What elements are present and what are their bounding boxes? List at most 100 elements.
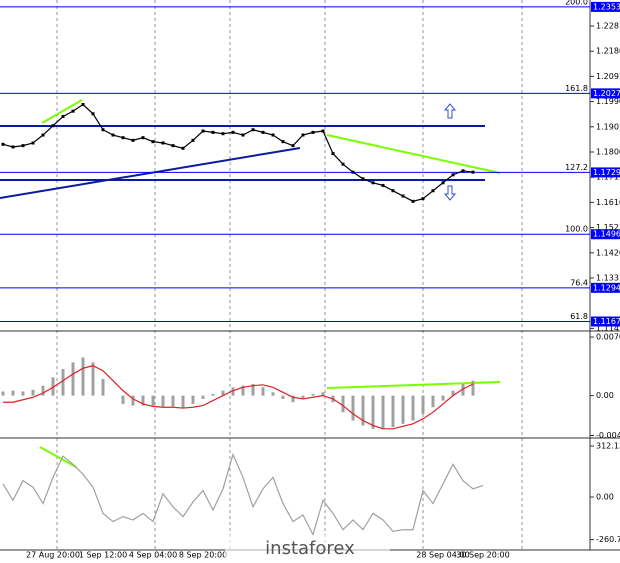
y-tick-label: 0.00 — [596, 493, 614, 502]
histogram-bar — [31, 389, 35, 396]
x-tick-label: 28 Sep 04:00 — [416, 551, 469, 560]
fib-level-label: 200.0 — [565, 0, 588, 6]
histogram-bar — [441, 395, 445, 401]
series-line — [2, 103, 474, 202]
trend-annotations — [0, 99, 501, 468]
histogram-bar — [351, 395, 355, 421]
price-point — [101, 128, 105, 132]
histogram-bar — [371, 395, 375, 429]
histogram-bar — [81, 357, 85, 396]
price-point — [131, 138, 135, 142]
price-label: 1.2353 — [593, 2, 620, 11]
price-point — [321, 129, 325, 133]
y-tick-label: 1.1426 — [596, 248, 620, 257]
price-point — [351, 170, 355, 174]
fib-level-label: 76.4 — [570, 278, 588, 287]
y-tick-label: 1.1806 — [596, 148, 620, 157]
histogram-bar — [341, 395, 345, 413]
price-point — [91, 112, 95, 116]
y-tick-label: 1.2186 — [596, 47, 620, 56]
histogram-bar — [411, 395, 415, 421]
price-label-box — [591, 1, 620, 12]
price-label: 1.1294 — [593, 283, 620, 292]
price-point — [421, 197, 425, 201]
price-point — [411, 199, 415, 203]
price-point — [231, 130, 235, 134]
price-point — [431, 189, 435, 193]
histogram-bar — [51, 377, 55, 396]
x-tick-label: 1 Sep 12:00 — [79, 551, 127, 560]
price-point — [441, 181, 445, 185]
fib-level-label: 161.8 — [565, 84, 588, 93]
histogram-bar — [311, 393, 315, 396]
price-label-box — [591, 167, 620, 178]
histogram-bar — [241, 385, 245, 396]
price-point — [341, 162, 345, 166]
histogram-bar — [1, 391, 5, 396]
price-point — [11, 145, 15, 149]
y-tick-label: 1.1141 — [596, 324, 620, 333]
price-label-box — [591, 316, 620, 327]
watermark: instaforex — [225, 535, 390, 563]
histogram-bar — [271, 392, 275, 396]
price-point — [221, 132, 225, 136]
histogram-bar — [321, 392, 325, 396]
vertical-grid — [56, 0, 523, 550]
histogram-bar — [71, 362, 75, 396]
price-label: 1.1729 — [593, 168, 620, 177]
price-point — [81, 103, 85, 107]
price-point — [191, 138, 195, 142]
price-point — [381, 183, 385, 187]
price-point — [61, 114, 65, 118]
price-point — [371, 181, 375, 185]
histogram-bar — [231, 387, 235, 396]
histogram-bar — [11, 390, 15, 396]
price-point — [31, 141, 35, 145]
price-point — [241, 133, 245, 137]
fib-level-label: 100.0 — [565, 225, 588, 234]
price-point — [271, 133, 275, 137]
histogram-bar — [221, 390, 225, 396]
y-tick-label: 1.1996 — [596, 97, 620, 106]
histogram-bar — [421, 395, 425, 414]
histogram-bar — [391, 395, 395, 428]
x-tick-label: 8 Sep 20:00 — [179, 551, 227, 560]
price-point — [121, 136, 125, 140]
price-label: 1.1496 — [593, 230, 620, 239]
histogram-bar — [191, 395, 195, 404]
histogram-bar — [21, 391, 25, 396]
price-label-box — [591, 88, 620, 99]
price-point — [181, 146, 185, 150]
price-point — [1, 142, 5, 146]
histogram-bar — [61, 369, 65, 396]
histogram-bar — [401, 395, 405, 424]
histogram-bar — [91, 362, 95, 396]
panel-frames — [0, 0, 620, 551]
price-point — [301, 133, 305, 137]
y-tick-label: 312.1363 — [596, 442, 620, 451]
x-tick-label: 4 Sep 04:00 — [129, 551, 177, 560]
fib-level-label: 127.2 — [565, 163, 588, 172]
histogram-bar — [251, 384, 255, 396]
price-label: 1.2027 — [593, 89, 620, 98]
histogram-bar — [431, 395, 435, 408]
price-point — [471, 170, 475, 174]
price-point — [201, 129, 205, 133]
histogram-bar — [451, 390, 455, 396]
price-point — [291, 144, 295, 148]
histogram-bar — [151, 395, 155, 406]
y-tick-label: -0.00481 — [596, 431, 620, 440]
histogram-bar — [381, 395, 385, 429]
price-point — [311, 130, 315, 134]
y-tick-label: 1.1616 — [596, 198, 620, 207]
y-tick-label: -260.7820 — [596, 535, 620, 544]
price-label-box — [591, 282, 620, 293]
price-point — [161, 141, 165, 145]
histogram-bar — [121, 395, 125, 404]
